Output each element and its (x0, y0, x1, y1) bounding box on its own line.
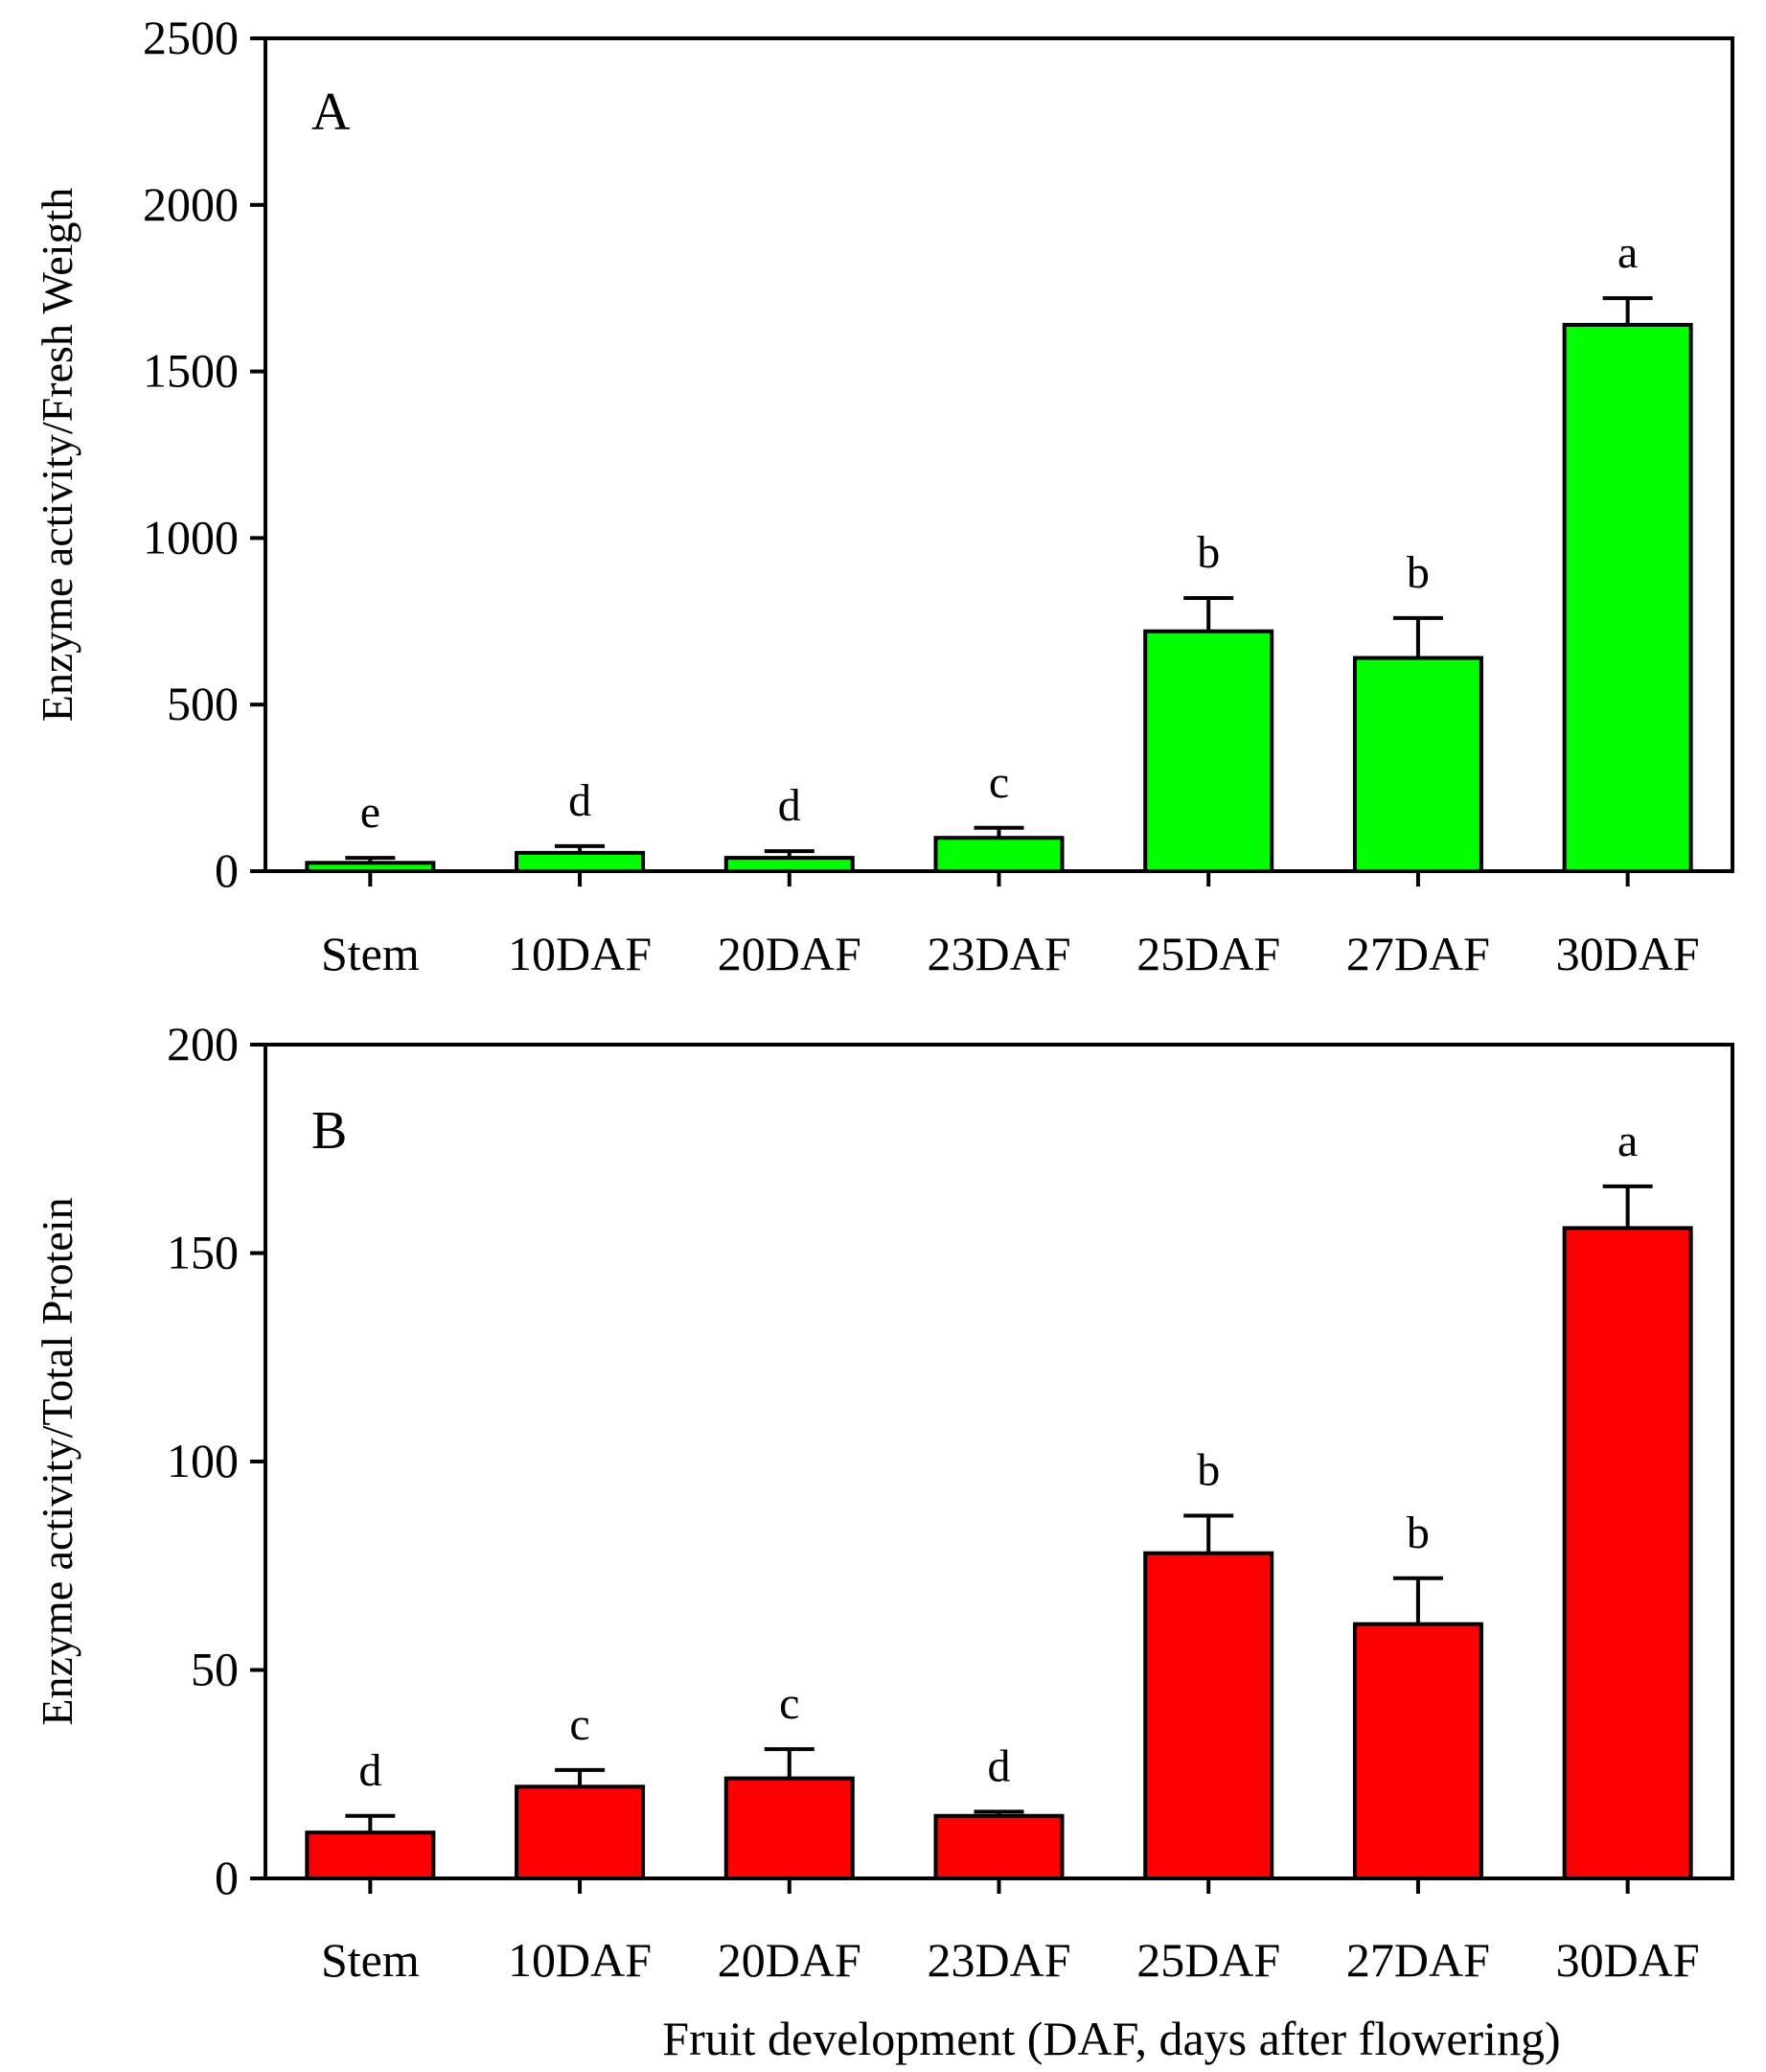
x-tick-label: 30DAF (1556, 927, 1700, 980)
significance-label: e (360, 787, 380, 838)
x-tick-label: 25DAF (1136, 1933, 1280, 1987)
bar-20daf (723, 856, 855, 874)
bar-23daf (933, 836, 1065, 873)
bar-20daf (723, 1776, 855, 1880)
significance-label: b (1407, 547, 1430, 598)
bar-23daf (933, 1813, 1065, 1880)
y-tick-label: 200 (167, 1017, 239, 1071)
y-tick-label: 100 (167, 1434, 239, 1487)
chart-panel-a: 0 500 1000 1500 2000 2500 e Stem d 10DAF d 20DAF c 23… (33, 11, 1734, 980)
bar-30daf (1562, 1226, 1693, 1880)
y-axis-title: Enzyme activity/Fresh Weigth (33, 188, 81, 723)
bar-25daf (1143, 1551, 1274, 1880)
significance-label: a (1617, 227, 1638, 278)
x-tick-label: 10DAF (508, 1933, 652, 1987)
significance-label: d (988, 1740, 1011, 1791)
y-tick-label: 0 (215, 843, 239, 897)
x-tick-label: 23DAF (927, 1933, 1070, 1987)
bar-stem (305, 861, 436, 873)
y-tick-label: 2500 (143, 11, 239, 64)
significance-label: d (778, 780, 801, 831)
y-axis-title: Enzyme activity/Total Protein (33, 1197, 81, 1725)
bar-25daf (1143, 629, 1274, 874)
x-tick-label: 25DAF (1136, 927, 1280, 980)
significance-label: b (1197, 1445, 1220, 1496)
x-tick-label: 10DAF (508, 927, 652, 980)
x-tick-label: 30DAF (1556, 1933, 1700, 1987)
x-tick-label: 23DAF (927, 927, 1070, 980)
y-tick-label: 1500 (143, 344, 239, 398)
bar-30daf (1562, 322, 1693, 874)
x-tick-label: 27DAF (1346, 927, 1490, 980)
significance-label: b (1407, 1508, 1430, 1558)
y-tick-label: 2000 (143, 177, 239, 231)
significance-label: c (779, 1678, 799, 1729)
bar-27daf (1352, 1622, 1483, 1881)
significance-label: d (568, 775, 591, 826)
y-tick-label: 0 (215, 1851, 239, 1904)
y-tick-label: 150 (167, 1226, 239, 1279)
x-tick-label: 27DAF (1346, 1933, 1490, 1987)
y-tick-label: 50 (191, 1643, 239, 1696)
y-tick-label: 1000 (143, 510, 239, 564)
significance-label: c (569, 1699, 589, 1750)
x-tick-label: 20DAF (718, 927, 861, 980)
chart-panel-b: 0 50 100 150 200 d Stem c 10DAF c 20DAF d 23DAF b 25DA… (33, 1017, 1734, 2065)
bar-stem (305, 1830, 436, 1881)
panel-label: A (311, 82, 351, 142)
bar-10daf (515, 850, 646, 874)
plot-frame (264, 36, 1734, 873)
y-tick-label: 500 (167, 677, 239, 730)
bar-10daf (515, 1784, 646, 1881)
significance-label: c (989, 757, 1009, 808)
x-tick-label: 20DAF (718, 1933, 861, 1987)
x-tick-label: Stem (321, 927, 420, 980)
panel-label: B (311, 1101, 347, 1161)
significance-label: a (1617, 1116, 1638, 1166)
significance-label: d (358, 1745, 381, 1796)
significance-label: b (1197, 527, 1220, 578)
bar-27daf (1352, 656, 1483, 874)
x-tick-label: Stem (321, 1933, 420, 1987)
x-axis-title: Fruit development (DAF, days after flowe… (662, 2012, 1560, 2065)
